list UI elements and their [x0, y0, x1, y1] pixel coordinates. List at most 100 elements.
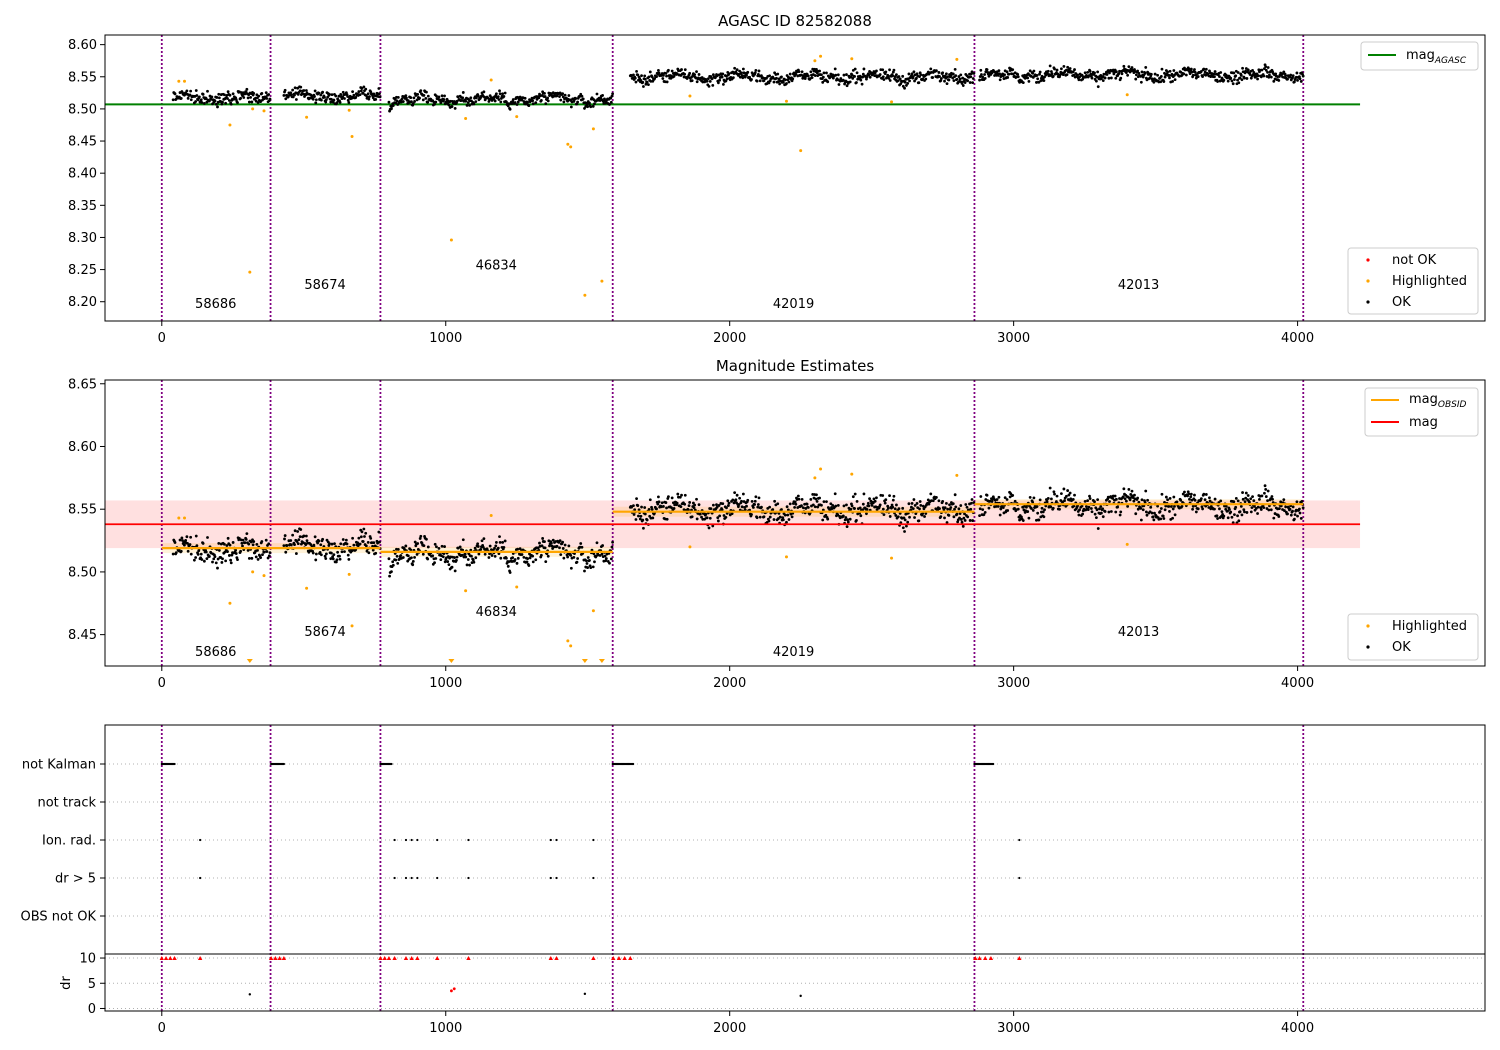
ok-point [1243, 500, 1247, 504]
ok-point [1159, 75, 1163, 78]
ok-point [608, 561, 611, 565]
highlighted-point [890, 100, 894, 104]
ok-point [1246, 494, 1250, 497]
ok-point [321, 537, 325, 541]
ok-point [641, 518, 645, 522]
ok-point [559, 553, 563, 557]
ok-point [604, 559, 608, 563]
ok-point [1188, 497, 1191, 501]
ok-point [793, 505, 797, 509]
ok-point [396, 548, 400, 551]
ok-point [359, 89, 363, 93]
ok-point [222, 93, 226, 97]
ok-point [1063, 499, 1066, 503]
ok-point [1164, 504, 1168, 508]
ok-point [1149, 72, 1153, 76]
ok-point [304, 534, 308, 538]
ok-point [1243, 510, 1246, 514]
ok-point [194, 556, 198, 559]
dr-capped-marker [403, 956, 409, 961]
ok-point [358, 542, 362, 546]
highlighted-point [813, 59, 817, 63]
ok-point [1256, 505, 1260, 509]
ok-point [604, 557, 608, 560]
ok-point [591, 104, 595, 108]
ok-point [545, 552, 549, 556]
ok-point [256, 101, 260, 104]
ok-point [998, 513, 1002, 517]
ok-point [391, 560, 395, 564]
ok-point [299, 85, 303, 89]
ok-point [945, 72, 948, 76]
ok-point [1266, 70, 1269, 74]
ok-point [996, 504, 1000, 508]
ion-rad-mark [393, 838, 396, 842]
ok-point [954, 74, 958, 77]
ok-point [796, 494, 800, 498]
highlighted-point [591, 609, 595, 613]
ok-point [415, 552, 419, 556]
ok-point [893, 507, 897, 511]
ok-point [1030, 507, 1033, 510]
ok-point [374, 551, 378, 555]
ok-point [1226, 516, 1230, 520]
ok-point [710, 77, 714, 81]
ok-point [334, 94, 338, 98]
ok-point [834, 73, 838, 77]
ok-point [962, 516, 966, 520]
ok-point [1175, 500, 1179, 504]
highlighted-point [262, 574, 266, 578]
x-tick-label: 3000 [997, 331, 1030, 346]
ok-point [410, 556, 413, 560]
ok-point [494, 544, 498, 548]
ok-point [603, 554, 607, 558]
ok-point [1269, 508, 1273, 512]
ok-point [179, 549, 183, 553]
ok-point [647, 75, 651, 79]
ok-point [377, 87, 381, 90]
ok-point [1040, 506, 1044, 510]
highlighted-point [569, 644, 573, 648]
ok-point [356, 541, 360, 545]
ok-point [1293, 517, 1296, 521]
ok-point [409, 96, 413, 100]
ok-point [791, 77, 795, 81]
dr5-mark [467, 876, 470, 880]
ok-point [476, 94, 480, 98]
ok-point [718, 78, 722, 82]
ok-point [1262, 506, 1266, 510]
ok-point [231, 92, 235, 96]
ok-point [234, 548, 238, 552]
ok-point [727, 501, 731, 505]
ok-point [643, 74, 647, 78]
ok-point [543, 540, 546, 544]
x-tick-label: 1000 [429, 331, 462, 346]
ok-point [1038, 70, 1042, 74]
ok-point [921, 77, 925, 81]
ok-point [515, 561, 519, 565]
ok-point [931, 76, 935, 79]
ok-point [544, 560, 548, 564]
ok-point [1117, 72, 1121, 75]
ok-point [313, 95, 316, 98]
ok-point [608, 103, 611, 106]
ok-point [1253, 504, 1256, 508]
ok-point [499, 556, 503, 560]
ok-point [1241, 497, 1245, 501]
ok-point [1260, 494, 1264, 498]
ok-point [472, 560, 476, 564]
ok-point [531, 99, 535, 103]
ok-point [790, 515, 794, 519]
ok-point [915, 76, 918, 80]
flag-label: not Kalman [22, 758, 96, 773]
ok-point [1263, 67, 1266, 71]
ok-point [1286, 512, 1289, 516]
ok-point [813, 74, 817, 77]
ok-point [1289, 73, 1293, 77]
ok-point [952, 79, 956, 83]
ok-point [693, 73, 697, 77]
ok-point [1046, 69, 1050, 73]
ok-point [206, 536, 209, 539]
ok-point [896, 79, 900, 83]
ok-point [888, 68, 891, 72]
